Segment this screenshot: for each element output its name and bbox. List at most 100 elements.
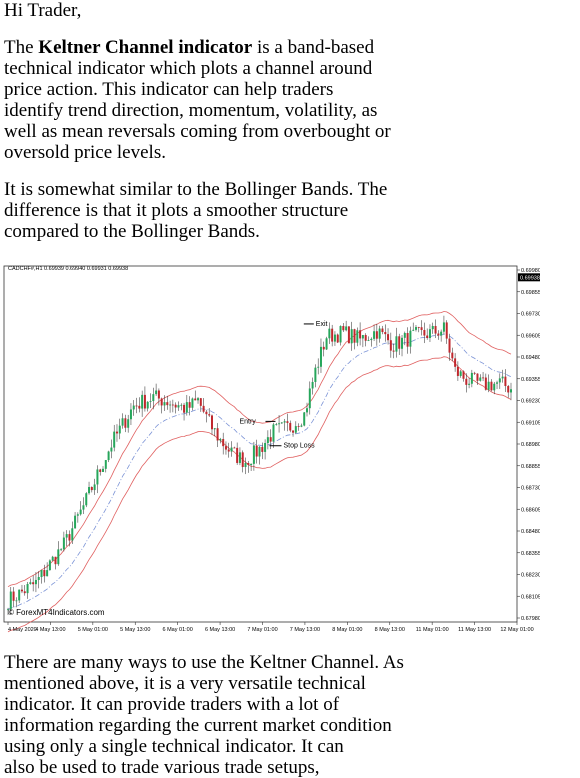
candle-bull	[280, 422, 283, 424]
x-tick-label: 11 May 01:00	[416, 627, 449, 633]
x-tick-label: 8 May 01:00	[332, 627, 362, 633]
candle-bull	[57, 549, 60, 565]
x-tick-label: 12 May 01:00	[500, 627, 533, 633]
candle-bull	[275, 424, 278, 426]
candle-bull	[71, 528, 74, 541]
x-tick-label: 4 May 2020	[8, 627, 37, 633]
chart-watermark: © ForexMT4Indicators.com	[8, 608, 105, 617]
candle-bear	[331, 328, 334, 342]
candle-bear	[476, 373, 479, 381]
candle-bull	[149, 400, 152, 402]
candle-bear	[482, 377, 485, 379]
candle-bear	[194, 398, 197, 401]
usage-line-6: also be used to trade various trade setu…	[4, 757, 320, 778]
candle-bull	[250, 463, 253, 465]
candle-bull	[26, 584, 29, 594]
candle-bear	[289, 422, 292, 431]
trade-annotations: Exit Entry Stop Loss	[239, 321, 327, 450]
candle-bull	[395, 336, 398, 352]
candle-bear	[124, 418, 127, 428]
candle-bull	[74, 515, 77, 529]
candle-bull	[48, 560, 51, 571]
candle-bear	[359, 330, 362, 339]
candle-bear	[157, 390, 160, 399]
candle-bear	[236, 447, 239, 463]
candle-bull	[412, 329, 415, 331]
candle-bear	[261, 446, 264, 452]
candle-bull	[440, 331, 443, 336]
y-tick-label: 0.69855	[521, 290, 540, 296]
candle-bear	[454, 358, 457, 367]
candle-bull	[88, 487, 91, 494]
candle-bear	[183, 404, 186, 413]
chart-header: CADCHF#,H1 0.69939 0.69940 0.69931 0.699…	[8, 266, 128, 272]
candle-bull	[93, 484, 96, 491]
comparison-line-1: It is somewhat similar to the Bollinger …	[4, 179, 388, 200]
y-axis: 0.69980 0.69855 0.69730 0.69605 0.69480 0.693…	[517, 268, 540, 622]
candle-bull	[62, 537, 65, 550]
candle-bear	[222, 439, 225, 447]
candle-bear	[208, 414, 211, 416]
current-price-label: 0.69938	[520, 275, 540, 281]
lower-band	[7, 356, 512, 633]
candle-bull	[378, 328, 381, 339]
intro-paragraph: The Keltner Channel indicator is a band-…	[4, 37, 394, 163]
candle-bull	[470, 372, 473, 384]
candle-bull	[479, 377, 482, 381]
y-tick-label: 0.68105	[521, 594, 540, 600]
candle-bear	[473, 372, 476, 374]
candle-bear	[23, 591, 26, 594]
plot-area	[3, 265, 518, 623]
candle-bear	[353, 329, 356, 343]
candle-bull	[107, 451, 110, 461]
candle-bull	[308, 388, 311, 409]
x-tick-label: 8 May 13:00	[375, 627, 405, 633]
keltner-bands	[7, 311, 512, 633]
candle-bear	[143, 394, 146, 409]
y-tick-label: 0.68980	[521, 442, 540, 448]
candle-bear	[188, 402, 191, 408]
candle-bear	[241, 452, 244, 468]
y-tick-label: 0.69980	[521, 268, 540, 274]
candle-bull	[34, 579, 37, 585]
candle-bull	[230, 447, 233, 452]
candle-bull	[40, 570, 43, 578]
candle-bull	[213, 428, 216, 430]
candle-bear	[398, 336, 401, 349]
candle-bull	[264, 443, 267, 452]
candle-bear	[202, 405, 205, 412]
candle-bull	[496, 382, 499, 384]
y-tick-label: 0.69105	[521, 420, 540, 426]
candle-bull	[328, 328, 331, 339]
candle-bear	[490, 381, 493, 391]
candle-bull	[314, 367, 317, 382]
y-tick-label: 0.69730	[521, 312, 540, 318]
candle-bull	[152, 394, 155, 401]
candle-bear	[347, 326, 350, 344]
candle-bear	[32, 582, 35, 585]
candle-bull	[300, 425, 303, 427]
candle-bull	[180, 404, 183, 406]
candle-bull	[373, 331, 376, 339]
x-tick-label: 6 May 13:00	[205, 627, 235, 633]
candle-bear	[448, 338, 451, 353]
usage-line-2: mentioned above, it is a very versatile …	[4, 673, 366, 694]
comparison-line-3: compared to the Bollinger Bands.	[4, 221, 260, 242]
comparison-paragraph: It is somewhat similar to the Bollinger …	[4, 179, 394, 242]
candle-bull	[493, 383, 496, 391]
candle-bear	[384, 332, 387, 335]
candle-bear	[43, 570, 46, 577]
candle-bull	[317, 366, 320, 368]
candle-bull	[197, 398, 200, 401]
candle-bear	[166, 402, 169, 406]
x-tick-label: 11 May 13:00	[458, 627, 491, 633]
candle-bear	[507, 386, 510, 393]
candle-bull	[185, 402, 188, 413]
intro-line-6: oversold price levels.	[4, 142, 166, 163]
candle-bull	[37, 577, 40, 580]
candle-bull	[121, 418, 124, 426]
stop-loss-label: Stop Loss	[283, 443, 315, 450]
candle-bear	[227, 449, 230, 452]
candle-bear	[426, 335, 429, 339]
candle-bull	[110, 447, 113, 452]
